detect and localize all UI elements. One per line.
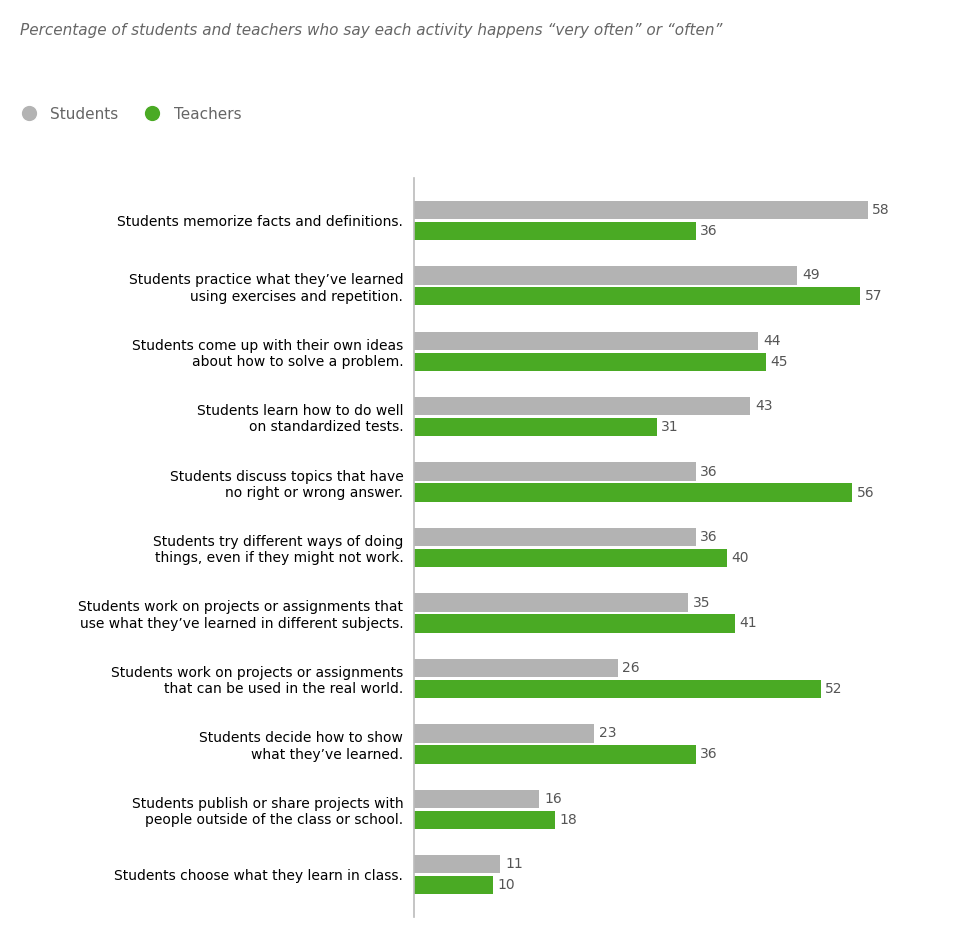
Bar — [414, 266, 798, 285]
Bar — [414, 222, 696, 240]
Bar — [414, 856, 500, 873]
Text: 43: 43 — [755, 400, 772, 413]
Legend: Students, Teachers: Students, Teachers — [8, 100, 248, 127]
Text: 36: 36 — [700, 224, 718, 238]
Text: 44: 44 — [762, 334, 780, 348]
Bar — [414, 724, 594, 742]
Bar — [414, 353, 766, 371]
Text: 58: 58 — [873, 203, 890, 217]
Text: 10: 10 — [497, 878, 515, 892]
Bar — [414, 811, 555, 829]
Bar — [414, 790, 539, 808]
Bar — [414, 745, 696, 764]
Text: 45: 45 — [770, 355, 788, 369]
Text: 11: 11 — [505, 857, 523, 871]
Text: 49: 49 — [802, 269, 820, 283]
Text: Percentage of students and teachers who say each activity happens “very often” o: Percentage of students and teachers who … — [20, 23, 722, 38]
Text: 36: 36 — [700, 747, 718, 761]
Bar — [414, 659, 617, 677]
Bar — [414, 287, 860, 305]
Text: 56: 56 — [857, 486, 875, 500]
Text: 36: 36 — [700, 464, 718, 478]
Bar — [414, 614, 735, 633]
Bar — [414, 200, 868, 219]
Bar — [414, 680, 821, 698]
Text: 40: 40 — [731, 551, 749, 565]
Text: 35: 35 — [692, 595, 710, 609]
Text: 41: 41 — [739, 617, 757, 631]
Bar — [414, 331, 759, 350]
Text: 36: 36 — [700, 530, 718, 544]
Text: 23: 23 — [599, 726, 616, 740]
Text: 16: 16 — [544, 792, 562, 806]
Text: 52: 52 — [826, 682, 843, 695]
Bar — [414, 593, 688, 612]
Text: 26: 26 — [622, 661, 640, 675]
Bar — [414, 418, 656, 436]
Text: 57: 57 — [865, 289, 882, 303]
Bar — [414, 483, 852, 502]
Bar — [414, 462, 696, 481]
Bar — [414, 397, 751, 416]
Text: 18: 18 — [560, 812, 577, 826]
Bar — [414, 548, 727, 567]
Text: 31: 31 — [661, 420, 679, 434]
Bar — [414, 876, 492, 895]
Bar — [414, 528, 696, 547]
